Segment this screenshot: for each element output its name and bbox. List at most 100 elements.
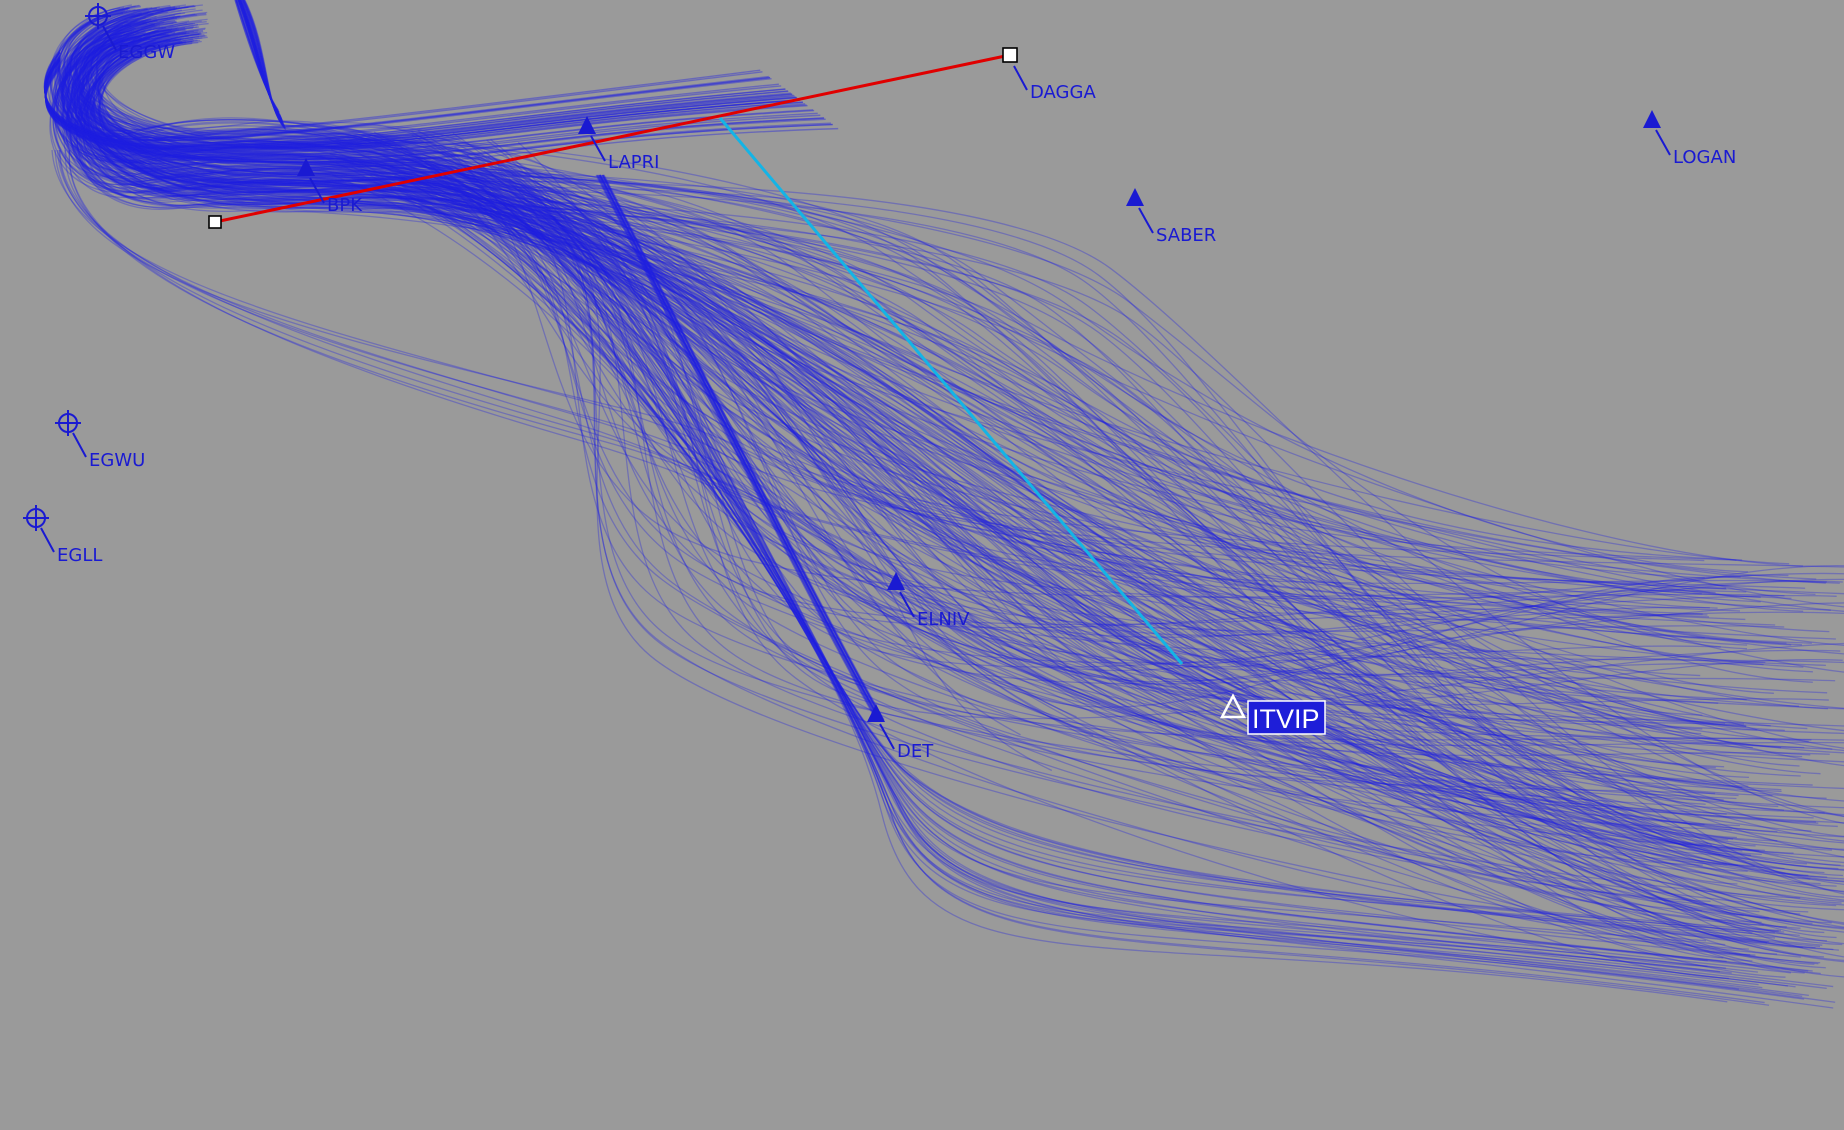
flight-track [82, 20, 1808, 730]
flight-track [239, 0, 283, 121]
highlighted-route-leg[interactable] [718, 117, 1184, 665]
flight-track [86, 26, 1743, 789]
flight-track [61, 41, 1834, 951]
flight-track [77, 5, 1748, 573]
flight-track [68, 20, 1758, 731]
flight-track [67, 28, 1784, 811]
flight-track [83, 35, 1844, 883]
flight-track [331, 174, 1728, 1003]
flight-track [597, 174, 879, 721]
flight-track [456, 170, 1803, 997]
waypoint-saber[interactable]: SABER [1126, 188, 1216, 246]
flight-track [54, 149, 1053, 772]
flight-track [58, 149, 1094, 737]
flight-track [77, 20, 1844, 727]
flight-track [43, 50, 763, 139]
flight-track [62, 30, 1844, 837]
airport-egwu[interactable]: EGWU [55, 410, 145, 471]
flight-track [93, 32, 1844, 858]
waypoint-bpk[interactable]: BPK [297, 158, 363, 216]
flight-track [79, 12, 1748, 646]
flight-track [44, 61, 808, 154]
flight-track [239, 0, 283, 122]
flight-track [241, 0, 284, 124]
flight-track [87, 21, 1844, 741]
flight-track [92, 22, 1811, 756]
waypoint-lapri[interactable]: LAPRI [578, 116, 659, 173]
flight-track [235, 0, 280, 113]
waypoint-dagga[interactable]: DAGGA [1002, 47, 1096, 103]
flight-track [44, 57, 794, 149]
flight-track [76, 15, 1836, 682]
flight-track [66, 5, 1844, 629]
waypoint-elniv[interactable]: ELNIV [887, 572, 970, 630]
flight-track [411, 134, 1776, 939]
flight-track [52, 31, 1709, 845]
airport-egll[interactable]: EGLL [23, 505, 102, 566]
flight-track [319, 155, 1721, 973]
flight-track [45, 67, 833, 164]
waypoint-det[interactable]: DET [867, 704, 934, 762]
flight-track [97, 20, 1703, 730]
flight-track [52, 19, 1744, 725]
flight-track [91, 31, 1778, 842]
flight-track [97, 26, 1844, 790]
flight-track [497, 165, 1827, 990]
flight-track [45, 67, 833, 164]
flight-track [66, 27, 1779, 808]
flight-track [483, 150, 1819, 965]
flight-track [61, 39, 1764, 926]
flight-track [239, 0, 283, 121]
flight-track [83, 6, 1844, 638]
flight-track [80, 31, 1756, 847]
flight-track [474, 155, 1813, 972]
flight-track [44, 59, 801, 152]
flight-track [65, 39, 1782, 932]
flight-track [57, 7, 1747, 598]
flight-track [69, 39, 1785, 933]
flight-track [97, 33, 1844, 864]
measure-start-handle[interactable] [208, 215, 222, 229]
flight-track [62, 9, 1831, 611]
flight-track [243, 0, 286, 129]
airport-reticle-icon [55, 410, 87, 458]
waypoint-itvip-selected[interactable]: ITVIP [1219, 693, 1326, 735]
flight-track [75, 33, 1703, 866]
flight-track [63, 7, 1716, 594]
flight-track [238, 0, 282, 119]
flight-track [92, 23, 1803, 758]
flight-track [44, 57, 793, 149]
flight-track [78, 33, 1839, 870]
flight-track [44, 65, 825, 160]
flight-track [68, 29, 1844, 817]
measure-line[interactable] [214, 53, 1011, 224]
flight-track [235, 0, 280, 113]
flight-track [53, 30, 1737, 839]
flight-track [90, 6, 1843, 614]
waypoint-logan[interactable]: LOGAN [1643, 110, 1736, 168]
flight-track [44, 59, 800, 151]
flight-track [238, 0, 283, 120]
flight-track [79, 42, 1844, 961]
flight-track [56, 12, 1812, 644]
airport-eggw[interactable]: EGGW [85, 3, 175, 63]
flight-track [65, 34, 1811, 880]
flight-track [89, 37, 1702, 912]
flight-track [64, 149, 1153, 724]
flight-track [85, 28, 1814, 819]
flight-track [50, 9, 1804, 612]
flight-track [80, 40, 1828, 942]
flight-track [437, 156, 1792, 974]
flight-track [98, 39, 1844, 930]
flight-track [44, 57, 791, 148]
flight-track [70, 34, 1844, 880]
flight-track [76, 33, 1755, 867]
flight-track [76, 12, 1792, 646]
flight-track [44, 59, 801, 151]
flight-track [242, 0, 285, 127]
flight-track [238, 0, 283, 120]
flight-track [599, 174, 881, 721]
flight-track [63, 7, 1837, 626]
flight-track [61, 37, 1760, 913]
